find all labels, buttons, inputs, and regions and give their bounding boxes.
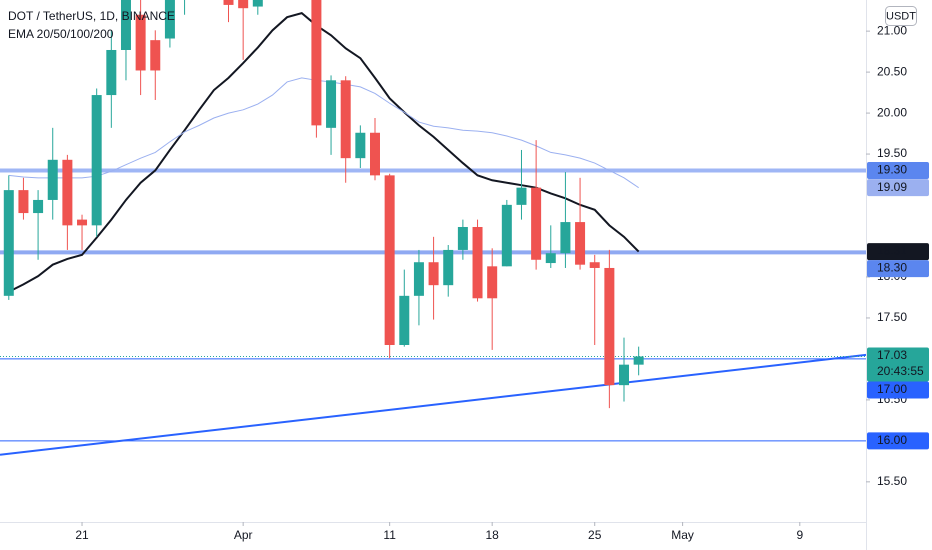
candle-body — [384, 175, 395, 345]
price-label-box — [867, 161, 929, 179]
candle-body — [33, 199, 44, 214]
candle-body — [106, 49, 117, 96]
candle-body — [18, 190, 29, 214]
price-label: 19.30 — [877, 163, 907, 177]
y-tick-label: 15.50 — [877, 474, 907, 488]
candle-body — [62, 159, 73, 226]
unit-label: USDT — [886, 10, 916, 22]
price-label-box — [867, 432, 929, 450]
candle-body — [443, 249, 454, 286]
unit-badge[interactable] — [885, 6, 917, 26]
candle-body — [252, 0, 263, 7]
y-tick-label: 20.00 — [877, 105, 907, 119]
candle-body — [355, 132, 366, 159]
y-tick-label: 20.50 — [877, 64, 907, 78]
candle-body — [428, 262, 439, 286]
chart-title: DOT / TetherUS, 1D, BINANCE — [8, 9, 175, 23]
candle-body — [47, 159, 58, 200]
candle-body — [545, 253, 556, 264]
ema-line — [8, 77, 639, 189]
candle-body — [311, 0, 322, 126]
x-tick-label: 9 — [796, 528, 803, 542]
ema-line — [8, 12, 640, 293]
candle-body — [457, 226, 468, 250]
x-tick-label: 18 — [485, 528, 499, 542]
price-label-box — [867, 179, 929, 197]
price-label: 17.03 — [877, 348, 907, 362]
candle-body — [326, 80, 337, 128]
x-tick-label: 11 — [383, 528, 396, 542]
price-label: 18.30 — [877, 261, 907, 275]
price-label: 16.00 — [877, 433, 907, 447]
candle-body — [135, 14, 146, 71]
candle-body — [531, 187, 542, 260]
candle-body — [120, 0, 131, 50]
price-label-box — [867, 260, 929, 278]
candle-body — [560, 222, 571, 254]
price-label: 20:43:55 — [877, 364, 924, 378]
candle-body — [223, 0, 234, 5]
candle-body — [516, 187, 527, 205]
candle-body — [150, 40, 161, 71]
price-label-box — [867, 243, 929, 261]
trendline — [0, 353, 866, 456]
x-tick-label: 25 — [588, 528, 602, 542]
candle-body — [604, 267, 615, 386]
x-tick-label: May — [671, 528, 694, 542]
price-label: 17.00 — [877, 382, 907, 396]
y-tick-label: 17.50 — [877, 310, 907, 324]
candle-body — [633, 356, 644, 365]
candle-body — [472, 226, 483, 299]
candle-body — [369, 132, 380, 176]
price-label-box — [867, 381, 929, 399]
x-tick-label: 21 — [75, 528, 89, 542]
candle-body — [399, 295, 410, 345]
indicator-label: EMA 20/50/100/200 — [8, 27, 114, 41]
candle-body — [619, 364, 630, 386]
candle-body — [575, 222, 586, 265]
candle-body — [589, 262, 600, 268]
price-label-box — [867, 347, 929, 382]
x-tick-label: Apr — [234, 528, 253, 542]
candle-body — [164, 0, 175, 39]
candle-body — [413, 262, 424, 296]
candle-body — [501, 204, 512, 267]
price-label: 19.09 — [877, 180, 907, 194]
price-label: 18.31 — [877, 244, 907, 258]
axes: 15.5016.5017.5018.0019.5020.0020.5021.00… — [75, 23, 929, 542]
candle-body — [487, 266, 498, 299]
candle-body — [91, 95, 102, 226]
candle-body — [3, 190, 14, 296]
y-tick-label: 21.00 — [877, 23, 907, 37]
y-tick-label: 19.50 — [877, 146, 907, 160]
candle-body — [340, 80, 351, 159]
plot-area — [0, 0, 866, 456]
candle-body — [238, 0, 249, 9]
candle-body — [77, 219, 88, 226]
